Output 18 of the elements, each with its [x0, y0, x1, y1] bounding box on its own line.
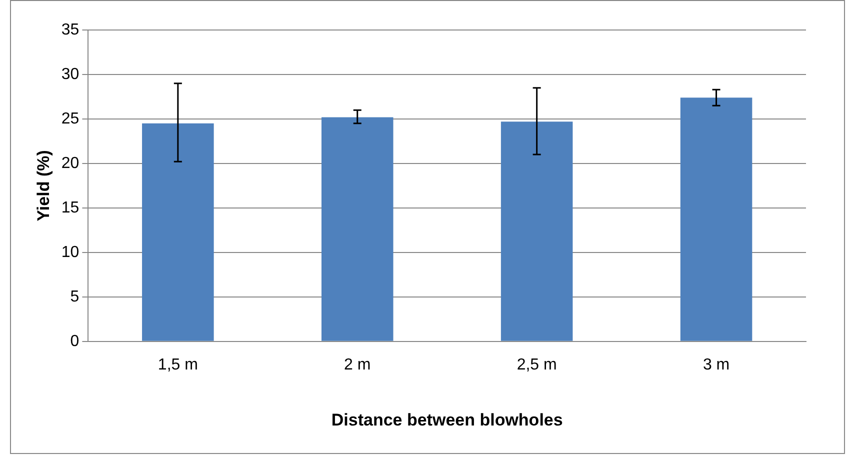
y-tick-label: 25	[61, 110, 80, 128]
bar	[500, 122, 573, 341]
x-tick-label: 2 m	[344, 356, 371, 374]
x-tick-label: 1,5 m	[158, 356, 198, 374]
y-tick-label: 35	[61, 21, 80, 38]
y-axis-title: Yield (%)	[34, 150, 53, 222]
bar	[680, 98, 752, 341]
y-tick-label: 5	[70, 288, 80, 306]
bar	[142, 123, 214, 341]
x-axis-title: Distance between blowholes	[331, 410, 563, 430]
y-tick-label: 15	[61, 199, 80, 216]
y-tick-label: 30	[61, 66, 80, 83]
x-tick-label: 2,5 m	[516, 356, 557, 374]
y-tick-label: 20	[61, 154, 80, 172]
y-tick-label: 10	[61, 244, 80, 261]
x-tick-label: 3 m	[702, 356, 730, 374]
y-tick-label: 0	[70, 332, 80, 350]
bar	[321, 117, 394, 341]
